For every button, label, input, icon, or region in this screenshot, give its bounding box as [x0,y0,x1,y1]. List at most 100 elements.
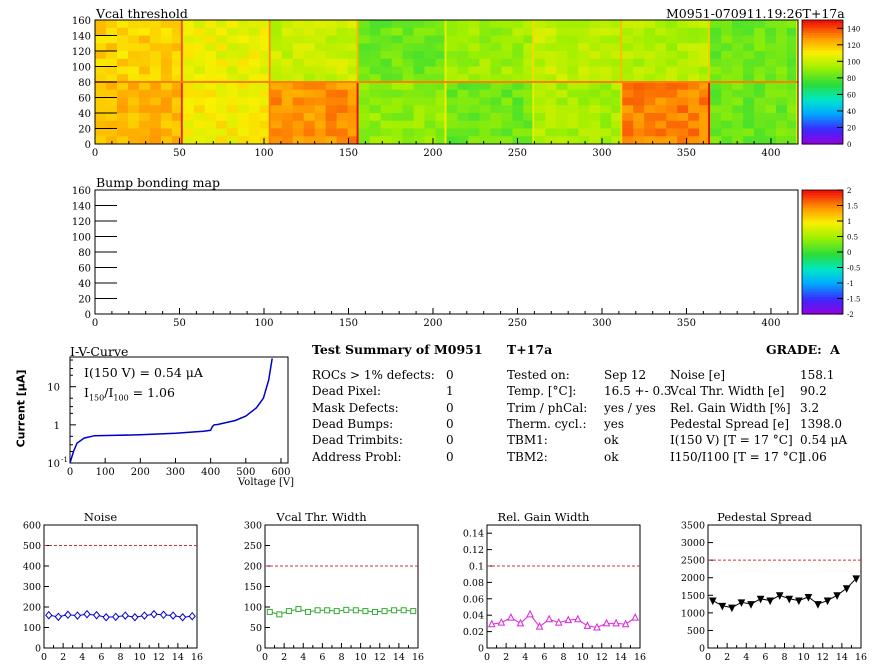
threshold-pixel [281,43,294,52]
threshold-pixel [226,20,239,29]
vcal-palette-band [802,109,843,113]
threshold-pixel [413,89,426,98]
threshold-pixel [171,27,184,36]
threshold-pixel [479,66,491,75]
threshold-pixel [600,136,612,145]
threshold-pixel [556,27,568,36]
threshold-pixel [226,35,239,44]
threshold-pixel [259,105,272,114]
threshold-pixel [116,74,129,83]
threshold-pixel [138,136,151,145]
chart-0-point [54,612,63,622]
threshold-pixel [215,51,228,60]
bump-palette-band [802,209,843,213]
bump-bonding-panel: Bump bonding map [0,170,896,330]
threshold-pixel [281,89,294,98]
threshold-pixel [347,27,360,36]
threshold-pixel [787,74,799,83]
threshold-pixel [358,58,371,67]
threshold-pixel [666,66,678,75]
threshold-pixel [248,66,261,75]
threshold-pixel [699,89,711,98]
chart-0-x-tick-label: 10 [134,652,146,663]
threshold-pixel [215,136,228,145]
threshold-pixel [666,82,678,91]
threshold-pixel [193,35,206,44]
bump-palette-band [802,212,843,216]
threshold-pixel [743,128,755,137]
vcal-palette-frame [801,19,844,145]
threshold-pixel [237,20,250,29]
threshold-pixel [699,74,711,83]
threshold-pixel [446,58,458,67]
threshold-pixel [215,74,228,83]
threshold-pixel [292,105,305,114]
bump-palette-band [802,227,843,231]
threshold-pixel [688,27,700,36]
threshold-pixel [369,20,382,29]
threshold-pixel [677,35,689,44]
iv-x-tick-label: 400 [201,467,220,478]
threshold-pixel [303,113,316,122]
threshold-pixel [160,51,173,60]
threshold-pixel [347,51,360,60]
threshold-pixel [314,97,327,106]
threshold-pixel [116,89,129,98]
threshold-pixel [721,128,733,137]
threshold-pixel [446,82,458,91]
threshold-pixel [248,35,261,44]
threshold-pixel [754,66,766,75]
chart-1-point [333,608,340,615]
threshold-pixel [270,20,283,29]
threshold-pixel [95,27,107,36]
vcal-x-tick-label: 50 [173,148,186,159]
threshold-pixel [776,105,788,114]
vcal-palette-label: 120 [847,42,860,50]
bump-palette-band [802,234,843,238]
vcal-palette-label: 60 [847,91,856,99]
bump-palette-band [802,284,843,288]
threshold-pixel [160,35,173,44]
threshold-pixel [611,51,623,60]
chart-1-y-tick-label: 150 [244,582,262,593]
threshold-pixel [325,105,338,114]
chart-2-point [593,622,601,631]
threshold-pixel [116,43,129,52]
threshold-pixel [116,136,129,145]
threshold-pixel [457,51,469,60]
threshold-pixel [160,58,173,67]
threshold-pixel [743,74,755,83]
threshold-pixel [721,74,733,83]
threshold-pixel [138,20,151,29]
iv-x-tick-label: 200 [131,467,150,478]
threshold-pixel [699,20,711,29]
threshold-pixel [457,113,469,122]
threshold-pixel [721,51,733,60]
threshold-pixel [336,82,349,91]
threshold-pixel [743,89,755,98]
threshold-pixel [578,66,590,75]
summary-value-0-4: 0 [446,433,454,448]
threshold-pixel [688,128,700,137]
threshold-pixel [622,136,634,145]
threshold-pixel [127,105,140,114]
threshold-pixel [171,120,184,129]
bump-palette-label: 1 [847,218,851,226]
vcal-palette-label: 20 [847,124,856,132]
threshold-pixel [138,82,151,91]
threshold-pixel [358,35,371,44]
threshold-pixel [215,27,228,36]
chart-3-point [737,599,746,607]
threshold-pixel [215,120,228,129]
threshold-pixel [248,74,261,83]
threshold-pixel [171,58,184,67]
bump-palette-label: 1.5 [847,203,858,211]
threshold-pixel [589,136,601,145]
bump-palette-band [802,204,843,208]
bump-y-tick-label: 40 [78,279,91,290]
threshold-pixel [710,136,722,145]
chart-3-point [814,601,822,609]
threshold-pixel [380,20,393,29]
threshold-pixel [435,97,447,106]
threshold-pixel [391,97,404,106]
